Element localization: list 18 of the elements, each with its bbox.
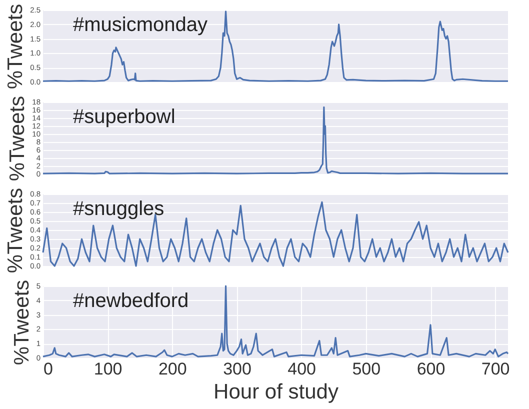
- y-axis-title: %Tweets: [6, 96, 30, 182]
- annotation: #newbedford: [73, 290, 189, 312]
- line-series: [42, 201, 509, 267]
- y-axis-title: %Tweets: [4, 4, 28, 90]
- x-tick-label: 600: [416, 360, 446, 378]
- x-tick-label: 400: [288, 360, 316, 378]
- x-tick-label: 100: [94, 360, 122, 378]
- annotation: #snuggles: [73, 198, 164, 220]
- x-tick-label: 700: [481, 360, 510, 378]
- x-axis-title: Hour of study: [214, 380, 339, 404]
- x-tick-label: 300: [223, 360, 252, 378]
- line-series: [42, 106, 509, 174]
- y-axis-title: %Tweets: [4, 188, 28, 274]
- annotation: #musicmonday: [73, 14, 208, 36]
- x-tick-label: 200: [158, 360, 187, 378]
- y-axis-title: %Tweets: [10, 280, 34, 366]
- x-tick-label: 500: [352, 360, 381, 378]
- annotation: #superbowl: [73, 106, 176, 128]
